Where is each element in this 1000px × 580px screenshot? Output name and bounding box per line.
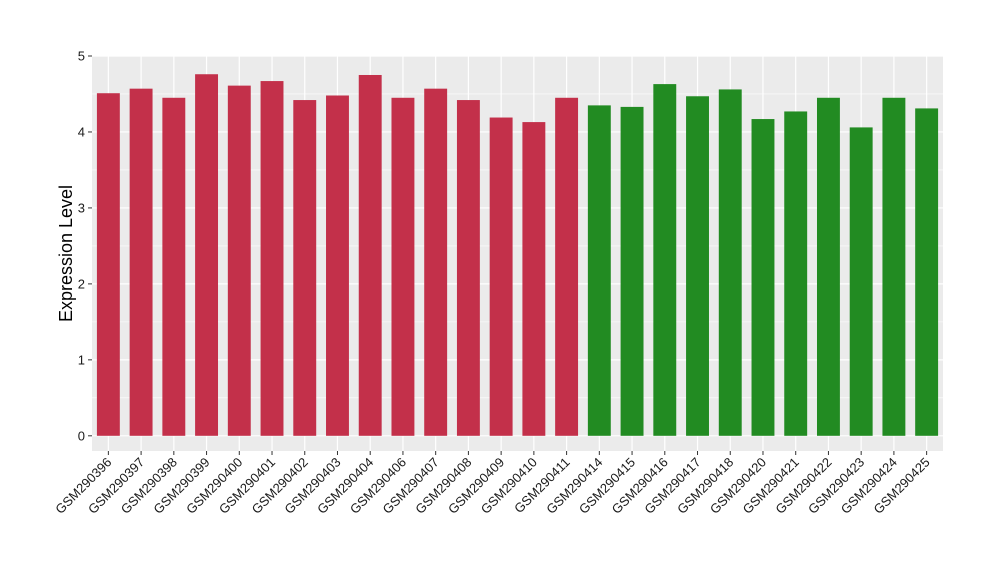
y-axis-title: Expression Level bbox=[56, 185, 76, 322]
y-tick-label: 3 bbox=[78, 200, 85, 215]
y-tick-label: 0 bbox=[78, 428, 85, 443]
bar-GSM290400 bbox=[227, 85, 251, 436]
bar-GSM290416 bbox=[653, 84, 677, 436]
x-axis: GSM290396GSM290397GSM290398GSM290399GSM2… bbox=[52, 451, 933, 517]
bar-GSM290397 bbox=[129, 88, 153, 436]
bar-GSM290406 bbox=[391, 97, 415, 436]
y-tick-label: 5 bbox=[78, 49, 85, 64]
bar-GSM290415 bbox=[620, 106, 644, 436]
bar-GSM290407 bbox=[424, 88, 448, 436]
y-tick-label: 4 bbox=[78, 124, 85, 139]
bar-GSM290420 bbox=[751, 119, 775, 436]
bar-GSM290399 bbox=[195, 74, 219, 436]
bars bbox=[96, 74, 939, 436]
bar-GSM290421 bbox=[784, 111, 808, 436]
bar-GSM290411 bbox=[555, 97, 579, 436]
bar-GSM290401 bbox=[260, 81, 284, 436]
bar-GSM290403 bbox=[326, 95, 349, 436]
bar-GSM290404 bbox=[358, 74, 382, 436]
y-tick-label: 2 bbox=[78, 276, 85, 291]
bar-GSM290398 bbox=[162, 97, 186, 436]
bar-GSM290410 bbox=[522, 122, 546, 436]
bar-GSM290423 bbox=[849, 127, 873, 436]
bar-GSM290414 bbox=[587, 105, 611, 436]
bar-GSM290408 bbox=[456, 100, 480, 436]
bar-GSM290409 bbox=[489, 117, 513, 436]
bar-GSM290417 bbox=[686, 96, 709, 436]
bar-GSM290402 bbox=[293, 100, 317, 436]
bar-GSM290424 bbox=[882, 97, 906, 436]
y-tick-label: 1 bbox=[78, 352, 85, 367]
plot-panel bbox=[92, 56, 943, 451]
bar-GSM290396 bbox=[96, 93, 120, 436]
y-axis: 0 1 2 3 4 5 bbox=[78, 49, 92, 443]
bar-GSM290425 bbox=[915, 108, 939, 436]
bar-GSM290418 bbox=[718, 89, 742, 436]
bar-GSM290422 bbox=[816, 97, 840, 436]
